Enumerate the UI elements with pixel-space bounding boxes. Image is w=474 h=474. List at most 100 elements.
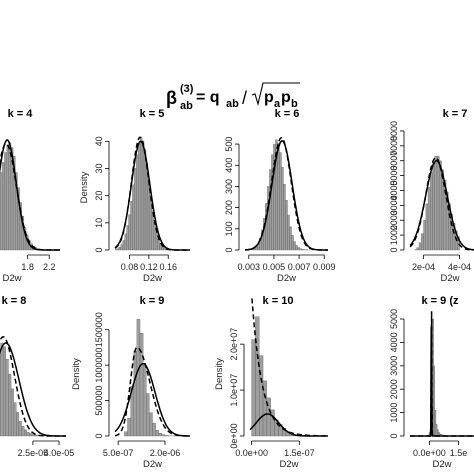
y-tick-label: 5000 xyxy=(389,309,399,329)
y-tick-label: 0 xyxy=(94,247,104,252)
y-tick-label: 6000 xyxy=(389,151,399,171)
histogram-bar xyxy=(295,245,298,251)
x-tick-label: 0.0e+00 xyxy=(413,448,446,458)
panel-title: k = 9 (z xyxy=(422,295,459,307)
x-tick-label: 0.16 xyxy=(159,262,177,272)
histogram-bar xyxy=(416,247,420,251)
histogram-bar xyxy=(153,222,156,251)
histogram-bar xyxy=(299,248,302,251)
y-tick-label: 2.0e+07 xyxy=(229,328,239,361)
formula-p2: p xyxy=(281,89,291,106)
histogram-bar xyxy=(138,143,141,251)
histogram-bar xyxy=(437,429,439,437)
histogram-bar xyxy=(122,240,125,251)
y-tick-label: 2000 xyxy=(389,210,399,230)
histogram-bar xyxy=(8,373,12,437)
histogram-bar xyxy=(291,235,294,251)
y-tick-label: 1000000 xyxy=(94,348,104,383)
histogram-bar xyxy=(128,214,131,251)
x-axis-label: D2w xyxy=(440,273,459,284)
histogram-bar xyxy=(293,241,296,251)
histogram-bar xyxy=(120,244,123,251)
histogram-bar xyxy=(283,184,286,251)
x-axis-label: D2w xyxy=(279,459,298,470)
histogram-bar xyxy=(116,248,120,251)
histogram-bar xyxy=(124,233,127,251)
plot-area xyxy=(410,311,474,437)
histogram-bar xyxy=(434,156,438,251)
chart-panel-1: 1.8 2.2 D2w k = 4 xyxy=(0,108,60,284)
plot-area xyxy=(244,136,328,251)
y-tick-label: 1.0e+07 xyxy=(229,374,239,407)
y-axis-label: Density xyxy=(214,358,225,390)
histogram-bar xyxy=(18,420,22,437)
plot-area xyxy=(0,139,60,251)
y-tick-label: 0 xyxy=(224,247,234,252)
histogram-bar xyxy=(140,138,143,251)
histogram-bar xyxy=(163,247,166,251)
panel-title: k = 4 xyxy=(8,108,34,120)
histogram-bar xyxy=(118,247,121,251)
histogram-bar xyxy=(301,249,304,251)
dashed-density-line xyxy=(0,336,66,437)
plot-area xyxy=(409,156,474,251)
y-tick-label: 1500000 xyxy=(94,312,104,347)
y-tick-label: 2000 xyxy=(389,379,399,399)
histogram-bar xyxy=(270,409,275,437)
x-tick-label: 0.0e+00 xyxy=(235,448,268,458)
x-tick-label: 0.08 xyxy=(121,262,139,272)
x-axis-label: D2w xyxy=(143,273,162,284)
x-tick-label: 5.0e-07 xyxy=(103,448,134,458)
y-tick-label: 500 xyxy=(224,137,234,152)
histogram-bar xyxy=(439,160,442,251)
histogram-bar xyxy=(149,412,153,437)
y-tick-label: 4000 xyxy=(389,180,399,200)
histogram-bar xyxy=(34,434,38,437)
histogram-bar xyxy=(134,168,137,251)
histogram-bar xyxy=(152,423,156,437)
histogram-bar xyxy=(418,242,422,251)
histogram-bar xyxy=(279,152,282,251)
formula-subscript: ab xyxy=(180,100,193,112)
histogram-bar xyxy=(289,226,292,251)
y-axis-label: Density xyxy=(79,171,90,203)
x-axis-label: D2w xyxy=(277,273,296,284)
x-tick-label: 1.5e xyxy=(450,448,468,458)
chart-panel-8: 0.0e+00 1.5e 0 1000 2000 3000 4000 5000 D2w k = 9… xyxy=(389,295,474,470)
histogram-bar xyxy=(142,364,147,437)
histogram-bar xyxy=(457,236,460,251)
histogram-bar xyxy=(259,355,264,437)
histogram-bar xyxy=(132,184,135,251)
histogram-bar xyxy=(433,365,435,437)
x-tick-label: 0.009 xyxy=(313,262,336,272)
histogram-bar xyxy=(24,429,27,437)
x-axis-label: D2w xyxy=(143,459,162,470)
y-tick-label: 8000 xyxy=(389,121,399,141)
chart-panel-4: 2e-04 4e-04 0 10002000300040005000600070008… xyxy=(389,108,474,284)
y-tick-label: 0 xyxy=(389,247,399,252)
histogram-bar xyxy=(155,232,158,251)
histogram-panels: 1.8 2.2 D2w k = 4 0.08 0.12 0.16 0 10 20 30 40 Densi… xyxy=(0,108,474,470)
histogram-bar xyxy=(427,187,431,251)
panel-title: k = 8 xyxy=(2,295,27,307)
x-tick-label: 0.003 xyxy=(238,262,261,272)
histogram-bar xyxy=(29,433,33,437)
chart-panel-3: 0.003 0.005 0.007 0.009 0 100 200 300 400 500 D2w k… xyxy=(224,108,335,284)
histogram-bar xyxy=(277,142,280,251)
y-tick-label: 0 xyxy=(389,433,399,438)
y-tick-label: 100 xyxy=(224,221,234,236)
dashed-density-line xyxy=(410,311,474,437)
histogram-bar xyxy=(425,203,429,251)
solid-density-line xyxy=(410,326,474,437)
histogram-bar xyxy=(297,247,300,251)
y-tick-label: 0 xyxy=(94,433,104,438)
y-tick-label: 5000 xyxy=(389,166,399,186)
formula-title: β (3) ab = q ab / p a p b xyxy=(166,82,300,112)
y-tick-label: 1000 xyxy=(389,225,399,245)
histogram-bar xyxy=(31,434,35,437)
x-tick-label: 0.12 xyxy=(140,262,158,272)
histogram-bar xyxy=(157,238,160,251)
formula-superscript: (3) xyxy=(180,83,194,95)
y-tick-label: 400 xyxy=(224,158,234,173)
histogram-bar xyxy=(161,434,166,437)
